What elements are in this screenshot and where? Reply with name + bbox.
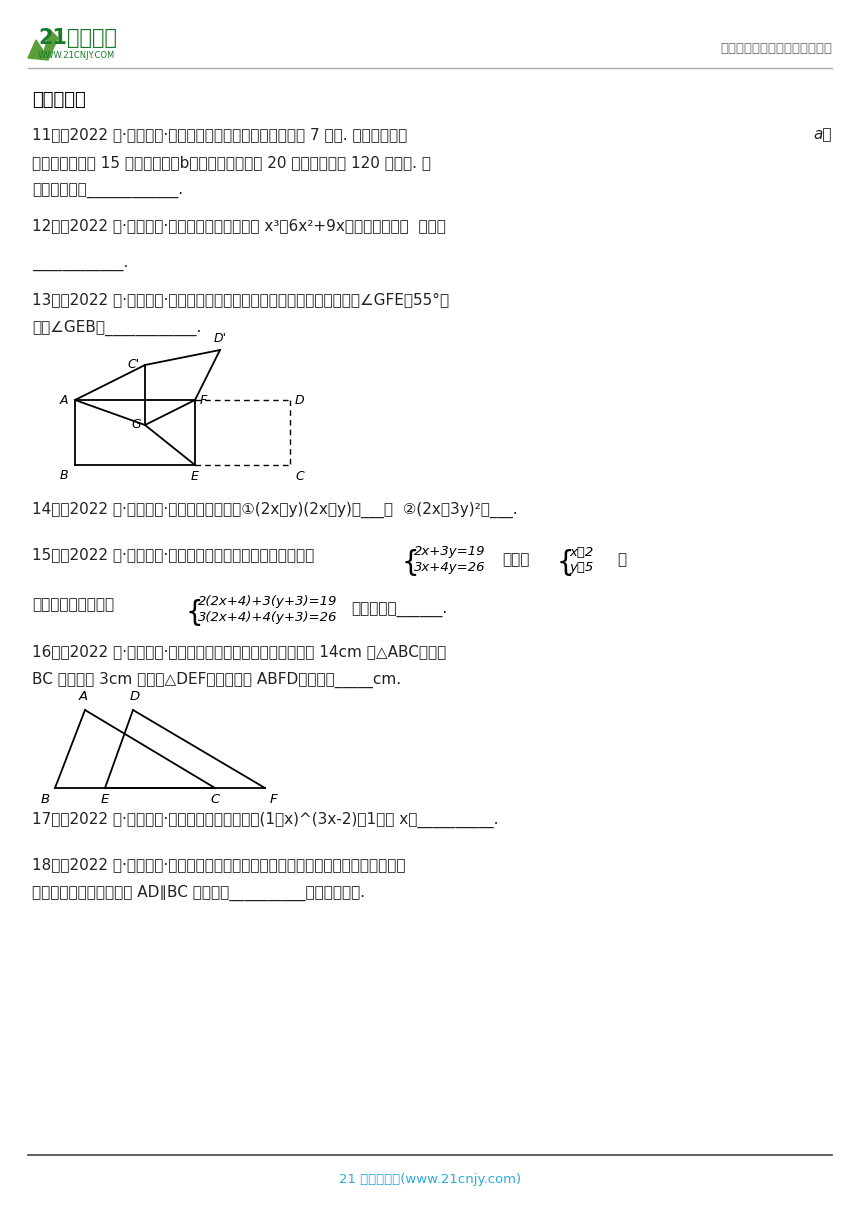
Text: {: { bbox=[186, 599, 204, 627]
Text: {: { bbox=[557, 548, 574, 578]
Text: 15．（2022 春·浙江绍兴·七年级校联考期中）我们知道方程组: 15．（2022 春·浙江绍兴·七年级校联考期中）我们知道方程组 bbox=[32, 547, 314, 563]
Text: C: C bbox=[211, 793, 219, 806]
Text: ，: ， bbox=[617, 552, 626, 568]
Text: C: C bbox=[295, 471, 304, 483]
Polygon shape bbox=[28, 30, 58, 60]
Text: 列出方程组：____________.: 列出方程组：____________. bbox=[32, 184, 183, 198]
Text: 21世纪教育: 21世纪教育 bbox=[38, 28, 117, 47]
Text: B: B bbox=[41, 793, 50, 806]
Text: 16．（2022 春·浙江绍兴·七年级校联考期中）如图，将周长为 14cm 的△ABC沿射线: 16．（2022 春·浙江绍兴·七年级校联考期中）如图，将周长为 14cm 的△… bbox=[32, 644, 446, 659]
Text: 17．（2022 春·浙江宁波·七年级校联考期中）若(1－x)^(3x-2)＝1，则 x＝__________.: 17．（2022 春·浙江宁波·七年级校联考期中）若(1－x)^(3x-2)＝1… bbox=[32, 812, 499, 828]
Text: ，它的解是______.: ，它的解是______. bbox=[351, 602, 447, 618]
Text: 21 世纪教育网(www.21cnjy.com): 21 世纪教育网(www.21cnjy.com) bbox=[339, 1173, 521, 1187]
Text: A: A bbox=[59, 394, 68, 406]
Text: 13．（2022 春·浙江宁波·七年级校联考期中）将长方形折叠（见图），若∠GFE＝55°，: 13．（2022 春·浙江宁波·七年级校联考期中）将长方形折叠（见图），若∠GF… bbox=[32, 293, 449, 308]
Text: C': C' bbox=[128, 359, 140, 372]
Text: BC 方向平移 3cm 后得到△DEF，则四边形 ABFD的周长为_____cm.: BC 方向平移 3cm 后得到△DEF，则四边形 ABFD的周长为_____cm… bbox=[32, 672, 401, 688]
Text: y＝5: y＝5 bbox=[569, 562, 593, 574]
Text: F: F bbox=[200, 394, 207, 406]
Text: x＝2: x＝2 bbox=[569, 546, 593, 558]
Text: 3(2x+4)+4(y+3)=26: 3(2x+4)+4(y+3)=26 bbox=[198, 612, 337, 625]
Text: 14．（2022 春·浙江宁波·七年级期中）计算①(2x＋y)(2x－y)＝___；  ②(2x＋3y)²＝___.: 14．（2022 春·浙江宁波·七年级期中）计算①(2x＋y)(2x－y)＝__… bbox=[32, 502, 518, 518]
Text: 的解是: 的解是 bbox=[502, 552, 530, 568]
Text: 2x+3y=19: 2x+3y=19 bbox=[414, 546, 486, 558]
Text: ____________.: ____________. bbox=[32, 257, 128, 271]
Text: E: E bbox=[101, 793, 109, 806]
Text: E: E bbox=[191, 471, 199, 483]
Text: B: B bbox=[59, 469, 68, 482]
Text: 克，售价每千克 15 元，乙种糖果b千克，售价每千克 20 元，若共售出 120 元糖果. 请: 克，售价每千克 15 元，乙种糖果b千克，售价每千克 20 元，若共售出 120… bbox=[32, 156, 431, 170]
Text: 2(2x+4)+3(y+3)=19: 2(2x+4)+3(y+3)=19 bbox=[198, 596, 337, 608]
Text: 那么∠GEB＝____________.: 那么∠GEB＝____________. bbox=[32, 320, 201, 336]
Text: 12．（2022 春·浙江宁波·七年级校联考期中）将 x³－6x²+9x进行因式分解，  结果为: 12．（2022 春·浙江宁波·七年级校联考期中）将 x³－6x²+9x进行因式… bbox=[32, 219, 445, 233]
Text: A: A bbox=[78, 689, 88, 703]
Text: D': D' bbox=[213, 332, 226, 345]
Text: D: D bbox=[295, 394, 304, 406]
Text: 3x+4y=26: 3x+4y=26 bbox=[414, 562, 486, 574]
Text: D: D bbox=[130, 689, 140, 703]
Text: 二、填空题: 二、填空题 bbox=[32, 91, 86, 109]
Text: {: { bbox=[402, 548, 420, 578]
Text: 18．（2022 春·浙江绍兴·七年级校联考期中）如图所示，在不添加辅助线及字母的前: 18．（2022 春·浙江绍兴·七年级校联考期中）如图所示，在不添加辅助线及字母… bbox=[32, 857, 406, 873]
Text: WWW.21CNJY.COM: WWW.21CNJY.COM bbox=[38, 51, 115, 61]
Text: 提下，请写出一个能判定 AD∥BC 的条件：__________（一个即可）.: 提下，请写出一个能判定 AD∥BC 的条件：__________（一个即可）. bbox=[32, 885, 366, 901]
Text: F: F bbox=[270, 793, 278, 806]
Text: 现给出另一个方程组: 现给出另一个方程组 bbox=[32, 597, 114, 613]
Text: 中小学教育资源及组卷应用平台: 中小学教育资源及组卷应用平台 bbox=[720, 41, 832, 55]
Text: 11．（2022 春·浙江宁波·七年级校联考期中）现有糖果共计 7 千克. 已知甲种糖果: 11．（2022 春·浙江宁波·七年级校联考期中）现有糖果共计 7 千克. 已知… bbox=[32, 128, 408, 142]
Text: G: G bbox=[132, 418, 141, 432]
Text: a千: a千 bbox=[814, 128, 832, 142]
